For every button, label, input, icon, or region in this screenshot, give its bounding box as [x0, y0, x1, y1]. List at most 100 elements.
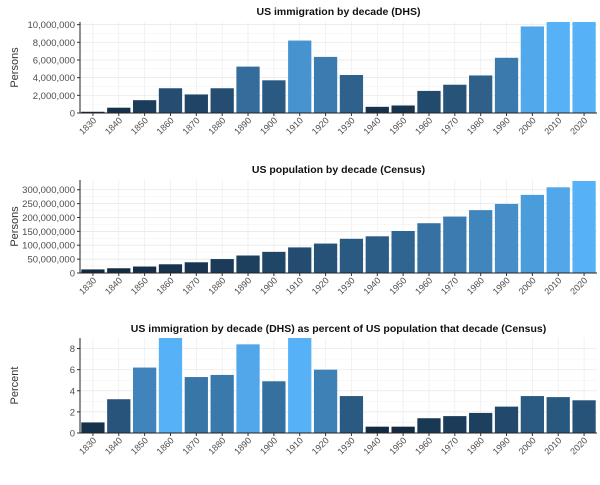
y-axis-label: Persons — [9, 206, 21, 247]
bar-2010 — [546, 22, 570, 113]
bar-2000 — [520, 194, 545, 273]
chart-title: US immigration by decade (DHS) — [257, 6, 421, 18]
bar-2020 — [572, 180, 596, 273]
bar-1980 — [469, 210, 493, 273]
x-tick-label: 1990 — [491, 115, 512, 136]
x-tick-label: 2010 — [542, 275, 563, 296]
x-tick-label: 2020 — [568, 115, 589, 136]
x-tick-label: 1980 — [465, 115, 486, 136]
bar-1840 — [107, 399, 131, 433]
bar-1950 — [391, 105, 415, 113]
x-tick-label: 2020 — [568, 275, 589, 296]
bar-1870 — [184, 262, 208, 273]
bar-1940 — [365, 426, 389, 433]
x-tick-label: 1890 — [232, 115, 253, 136]
x-tick-label: 1970 — [439, 115, 460, 136]
y-tick-label: 4 — [70, 386, 75, 397]
bar-1920 — [313, 369, 338, 433]
x-tick-label: 1970 — [439, 435, 460, 456]
y-axis-label: Percent — [9, 367, 21, 405]
bar-1910 — [288, 247, 312, 273]
x-tick-label: 1840 — [103, 275, 124, 296]
bar-1970 — [443, 84, 467, 113]
x-tick-label: 1890 — [232, 275, 253, 296]
chart-title: US immigration by decade (DHS) as percen… — [131, 323, 546, 335]
bar-1830 — [81, 111, 105, 113]
x-tick-label: 1840 — [103, 115, 124, 136]
y-axis-label: Persons — [9, 47, 21, 88]
x-tick-label: 1900 — [258, 115, 279, 136]
bar-1900 — [262, 251, 286, 273]
x-tick-label: 1830 — [77, 275, 98, 296]
y-tick-label: 0 — [70, 109, 75, 120]
bar-1860 — [158, 264, 183, 273]
bar-1830 — [81, 269, 105, 273]
x-tick-label: 1880 — [206, 275, 227, 296]
bar-2000 — [520, 26, 545, 114]
bar-1850 — [132, 266, 157, 273]
x-tick-label: 1860 — [155, 275, 176, 296]
x-tick-label: 1920 — [310, 275, 331, 296]
bar-1830 — [81, 422, 105, 433]
x-tick-label: 1850 — [129, 275, 150, 296]
bar-2020 — [572, 400, 596, 433]
bar-2020 — [572, 22, 596, 113]
y-tick-label: 250,000,000 — [22, 199, 75, 210]
x-tick-label: 1910 — [284, 115, 305, 136]
x-tick-label: 1980 — [465, 435, 486, 456]
bar-1870 — [184, 377, 208, 433]
bar-1870 — [184, 94, 208, 113]
bar-1920 — [313, 56, 338, 113]
chart-title: US population by decade (Census) — [252, 164, 425, 176]
x-tick-label: 1950 — [387, 115, 408, 136]
x-tick-label: 1900 — [258, 435, 279, 456]
y-tick-label: 4,000,000 — [33, 73, 75, 84]
bar-2000 — [520, 396, 545, 433]
bar-1840 — [107, 268, 131, 273]
x-tick-label: 1940 — [361, 435, 382, 456]
y-tick-label: 2,000,000 — [33, 91, 75, 102]
bar-1860 — [158, 88, 183, 113]
x-tick-label: 1910 — [284, 435, 305, 456]
y-tick-label: 8,000,000 — [33, 38, 75, 49]
x-tick-label: 1840 — [103, 435, 124, 456]
bar-1880 — [210, 259, 234, 273]
x-tick-label: 1990 — [491, 435, 512, 456]
x-tick-label: 1870 — [181, 115, 202, 136]
y-tick-label: 50,000,000 — [27, 255, 75, 266]
bar-1980 — [469, 412, 493, 433]
bar-1930 — [339, 75, 364, 113]
x-tick-label: 1930 — [336, 115, 357, 136]
x-tick-label: 2000 — [517, 115, 538, 136]
bar-1880 — [210, 374, 234, 433]
bar-1900 — [262, 80, 286, 113]
y-tick-label: 200,000,000 — [22, 213, 75, 224]
x-tick-label: 1960 — [413, 275, 434, 296]
bar-2010 — [546, 187, 570, 273]
bar-1990 — [494, 203, 519, 273]
y-tick-label: 150,000,000 — [22, 227, 75, 238]
x-tick-label: 1970 — [439, 275, 460, 296]
x-tick-label: 1930 — [336, 275, 357, 296]
x-tick-label: 1930 — [336, 435, 357, 456]
bar-1940 — [365, 106, 389, 113]
x-tick-label: 1860 — [155, 115, 176, 136]
y-tick-label: 300,000,000 — [22, 185, 75, 196]
y-tick-label: 10,000,000 — [27, 20, 75, 31]
x-tick-label: 2010 — [542, 115, 563, 136]
bar-1900 — [262, 381, 286, 433]
bar-1850 — [132, 100, 157, 113]
bar-1950 — [391, 230, 415, 273]
bar-1890 — [236, 344, 260, 433]
y-tick-label: 6,000,000 — [33, 55, 75, 66]
bar-1960 — [417, 418, 441, 433]
x-tick-label: 1910 — [284, 275, 305, 296]
bar-1850 — [132, 367, 157, 433]
x-tick-label: 1900 — [258, 275, 279, 296]
chart-panel-2: 0 50,000,000 100,000,000 150,000,000 200,000… — [9, 164, 597, 297]
chart-panel-3: 0 2 4 6 8 1830 1840 1850 1860 1870 1880 1890 1900 191… — [9, 323, 597, 457]
y-tick-label: 6 — [70, 365, 75, 376]
bar-1910 — [288, 40, 312, 113]
y-tick-label: 0 — [70, 429, 75, 440]
